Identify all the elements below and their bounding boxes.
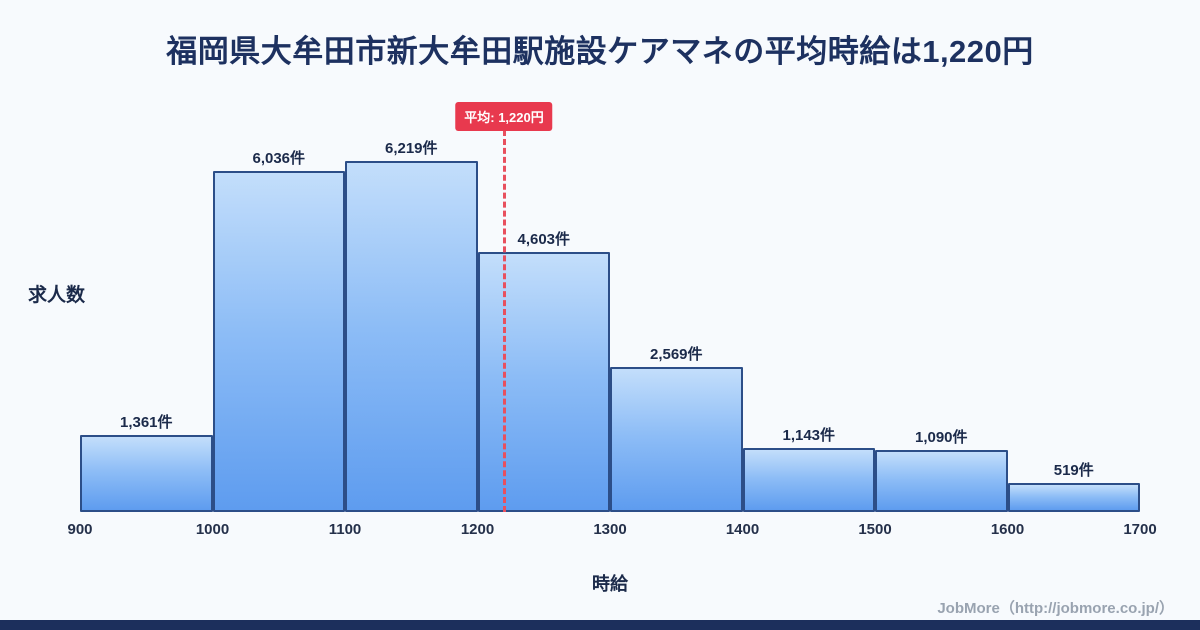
bottom-accent-bar xyxy=(0,620,1200,630)
x-tick-label: 1100 xyxy=(328,521,362,538)
x-tick-label: 1500 xyxy=(858,521,892,538)
x-axis-label: 時給 xyxy=(592,574,628,594)
x-tick-label: 900 xyxy=(67,521,93,538)
histogram-bar: 1,143件 xyxy=(742,427,875,512)
chart-title: 福岡県大牟田市新大牟田駅施設ケアマネの平均時給は1,220円 xyxy=(166,34,1034,69)
footer-credit: JobMore（http://jobmore.co.jp/） xyxy=(937,600,1174,617)
bar-value-label: 6,219件 xyxy=(384,140,438,158)
x-tick-label: 1600 xyxy=(990,521,1025,538)
histogram-bar: 1,361件 xyxy=(80,414,213,512)
average-badge: 平均: 1,220円 xyxy=(455,102,553,131)
x-tick-label: 1200 xyxy=(460,521,495,538)
bar-value-label: 6,036件 xyxy=(252,150,306,168)
bar-value-label: 1,143件 xyxy=(782,426,836,444)
bar-value-label: 519件 xyxy=(1053,461,1094,479)
x-tick-label: 1700 xyxy=(1123,521,1157,538)
histogram-bar: 2,569件 xyxy=(610,346,743,512)
histogram-bar: 4,603件 xyxy=(477,231,610,512)
histogram-bar: 6,036件 xyxy=(212,150,345,512)
y-axis-label: 求人数 xyxy=(28,285,86,306)
plot-area: 平均: 1,220円 1,361件 6,036件 6,219件 4,603件 2,569… xyxy=(80,100,1140,512)
bar-value-label: 2,569件 xyxy=(649,346,703,364)
bar-value-label: 1,361件 xyxy=(119,414,173,432)
x-tick-label: 1300 xyxy=(593,521,627,538)
x-tick-label: 1400 xyxy=(725,521,760,538)
histogram-bar: 6,219件 xyxy=(345,140,478,512)
bar-value-label: 4,603件 xyxy=(517,231,571,249)
x-axis-ticks: 900 1000 1100 1200 1300 1400 1500 1600 1700 xyxy=(67,521,1156,541)
bar-value-label: 1,090件 xyxy=(914,429,968,447)
average-line xyxy=(503,130,506,512)
x-tick-label: 1000 xyxy=(195,521,230,538)
histogram-bar: 519件 xyxy=(1007,462,1140,512)
histogram-bar: 1,090件 xyxy=(875,429,1008,512)
